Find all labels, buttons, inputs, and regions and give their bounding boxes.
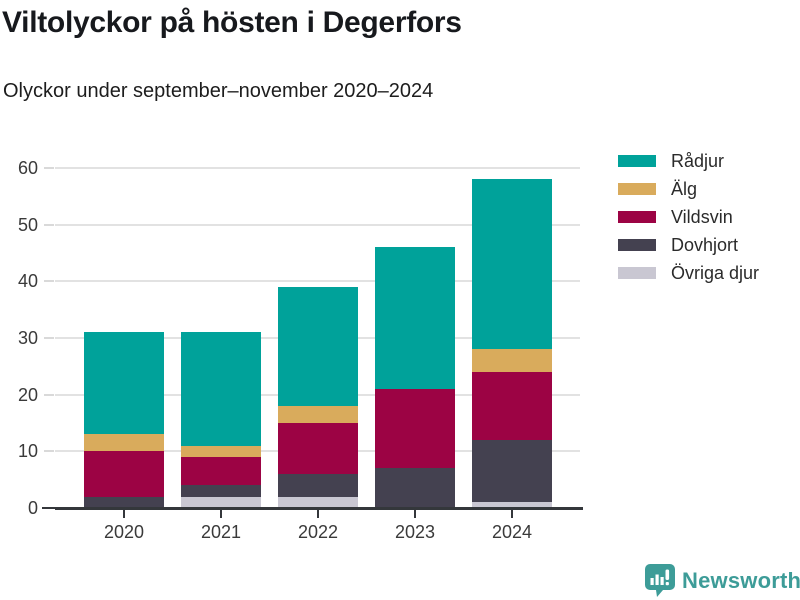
legend-item-alg: Älg <box>618 175 759 203</box>
x-axis-label-2020: 2020 <box>103 522 145 542</box>
brand-name: Newsworthy <box>682 567 800 593</box>
x-axis-tick-2020 <box>123 510 125 518</box>
x-axis-tick-2023 <box>414 510 416 518</box>
bar-2021-vildsvin <box>181 457 261 486</box>
y-axis-label-60: 60 <box>17 158 38 178</box>
x-axis-tick-2022 <box>317 510 319 518</box>
bar-2022--vriga-djur <box>278 496 358 508</box>
bar-2024--vriga-djur <box>472 502 552 508</box>
x-axis-label-2021: 2021 <box>200 522 242 542</box>
x-axis-tick-2021 <box>220 510 222 518</box>
legend-swatch-vildsvin <box>618 211 656 223</box>
newsworthy-logo-icon <box>645 564 675 597</box>
y-axis-label-20: 20 <box>17 384 38 405</box>
legend: Rådjur Älg Vildsvin Dovhjort Övriga djur <box>618 147 759 287</box>
bar-2022-r-djur <box>278 287 358 406</box>
bar-2022--lg <box>278 406 358 423</box>
y-axis-tick-30 <box>44 337 54 339</box>
y-axis-tick-50 <box>44 223 54 226</box>
bar-2024--lg <box>472 349 552 372</box>
page-title: Viltolyckor på hösten i Degerfors <box>2 6 462 39</box>
legend-label: Vildsvin <box>671 206 733 227</box>
legend-label: Älg <box>671 178 698 199</box>
bar-2023-r-djur <box>375 247 455 389</box>
y-axis-label-10: 10 <box>17 441 38 462</box>
legend-swatch-dovhjort <box>618 239 656 251</box>
bar-2021--lg <box>181 445 261 457</box>
bar-2021--vriga-djur <box>181 496 261 508</box>
x-axis-label-2023: 2023 <box>394 522 436 542</box>
x-axis-label-2022: 2022 <box>297 522 339 542</box>
bar-2021-r-djur <box>181 332 261 446</box>
x-axis-line <box>55 507 583 510</box>
bar-2023-vildsvin <box>375 389 455 469</box>
bar-2021-dovhjort <box>181 485 261 497</box>
legend-label: Övriga djur <box>671 262 760 283</box>
y-axis-label-0: 0 <box>27 498 38 518</box>
legend-item-ovriga-djur: Övriga djur <box>618 259 759 287</box>
bar-2024-vildsvin <box>472 372 552 440</box>
legend-item-dovhjort: Dovhjort <box>618 231 759 259</box>
gridline-y-40 <box>55 280 580 283</box>
gridline-y-50 <box>55 223 580 226</box>
x-axis-tick-2024 <box>511 510 513 518</box>
legend-item-vildsvin: Vildsvin <box>618 203 759 231</box>
x-axis-label-2024: 2024 <box>491 522 533 542</box>
legend-item-radjur: Rådjur <box>618 147 759 175</box>
page-subtitle: Olyckor under september–november 2020–20… <box>3 80 434 102</box>
y-axis-tick-40 <box>44 280 54 283</box>
bar-2020-dovhjort <box>84 496 164 508</box>
bar-2020-vildsvin <box>84 451 164 497</box>
legend-label: Dovhjort <box>671 234 739 255</box>
stacked-bar-chart: 0 10 20 30 40 50 60 2020 2021 2022 2023 2024 <box>0 159 600 548</box>
bar-2022-dovhjort <box>278 474 358 497</box>
bar-2024-dovhjort <box>472 440 552 503</box>
legend-swatch-radjur <box>618 155 656 167</box>
y-axis-label-30: 30 <box>17 328 38 348</box>
bar-2020--lg <box>84 434 164 452</box>
legend-swatch-alg <box>618 183 656 195</box>
y-axis-label-40: 40 <box>17 271 38 292</box>
bars-area <box>55 168 580 508</box>
gridline-y-60 <box>55 167 580 169</box>
newsworthy-brand: Newsworthy <box>645 564 800 597</box>
y-axis-tick-60 <box>44 167 54 169</box>
bar-2022-vildsvin <box>278 423 358 474</box>
bar-2023-dovhjort <box>375 468 455 508</box>
legend-label: Rådjur <box>671 150 725 171</box>
bar-2020-r-djur <box>84 332 164 435</box>
y-axis-label-50: 50 <box>17 214 38 235</box>
y-axis-tick-10 <box>44 450 54 453</box>
y-axis-tick-20 <box>44 393 54 396</box>
y-axis-tick-0 <box>42 507 55 509</box>
bar-2024-r-djur <box>472 179 552 350</box>
legend-swatch-ovriga-djur <box>618 267 656 279</box>
